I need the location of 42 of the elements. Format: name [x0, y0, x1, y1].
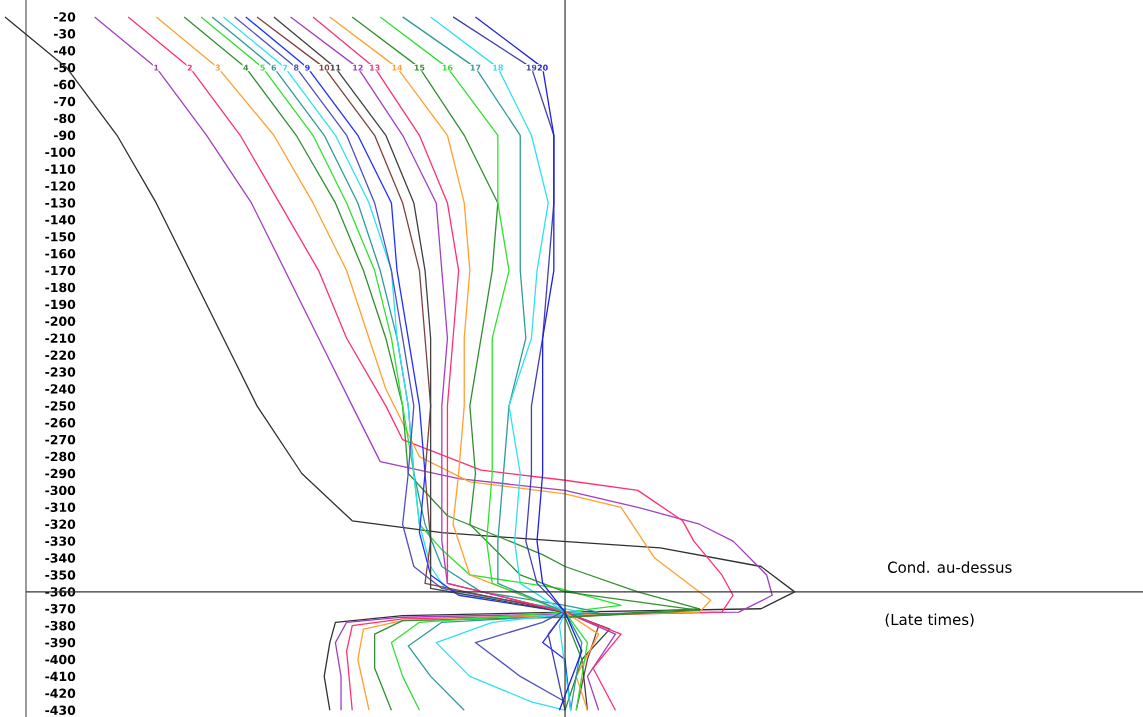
y-tick-label: -340 [45, 553, 76, 563]
y-tick-label: -70 [53, 96, 76, 107]
y-tick-label: -230 [45, 367, 76, 377]
y-tick-label: -110 [45, 164, 76, 174]
y-tick-label: -410 [45, 671, 76, 682]
y-tick-label: -250 [45, 401, 76, 411]
y-tick-label: -420 [45, 688, 76, 699]
y-tick-label: -30 [53, 29, 76, 39]
y-tick-label: -100 [45, 147, 76, 157]
y-tick-label: -330 [45, 536, 76, 546]
y-tick-label: -280 [45, 451, 76, 462]
y-tick-label: -430 [45, 705, 76, 715]
y-tick-label: -290 [45, 468, 76, 479]
y-tick-label: -80 [53, 113, 76, 124]
y-tick-label: -40 [53, 46, 76, 56]
y-tick-label: -380 [45, 620, 76, 631]
y-tick-label: -310 [45, 502, 76, 513]
text: Cond. au-dessus [888, 561, 1012, 573]
y-tick-label: -370 [45, 604, 76, 614]
y-tick-label: -220 [45, 350, 76, 360]
y-tick-label: -90 [53, 130, 76, 140]
y-tick-label: -350 [45, 570, 76, 580]
y-tick-label: -200 [45, 316, 76, 326]
y-tick-label: -60 [53, 79, 76, 90]
y-tick-label: -210 [45, 333, 76, 343]
y-tick-label: -20 [53, 12, 76, 22]
y-tick-label: -160 [45, 248, 76, 259]
y-tick-label: -300 [45, 485, 76, 496]
y-tick-label: -130 [45, 198, 76, 208]
y-tick-label: -390 [45, 637, 76, 648]
y-tick-label: -400 [45, 654, 76, 665]
y-tick-label: -180 [45, 282, 76, 293]
y-tick-label: -140 [45, 215, 76, 225]
text: (Late times) [885, 613, 974, 627]
y-tick-label: -240 [45, 384, 76, 394]
y-tick-label: -270 [45, 434, 76, 445]
y-tick-label: -190 [45, 299, 76, 310]
y-tick-label: -170 [45, 265, 76, 276]
y-tick-label: -120 [45, 181, 76, 191]
y-tick-label: -320 [45, 519, 76, 529]
y-tick-label: -260 [45, 418, 76, 428]
y-tick-label: -150 [45, 232, 76, 242]
